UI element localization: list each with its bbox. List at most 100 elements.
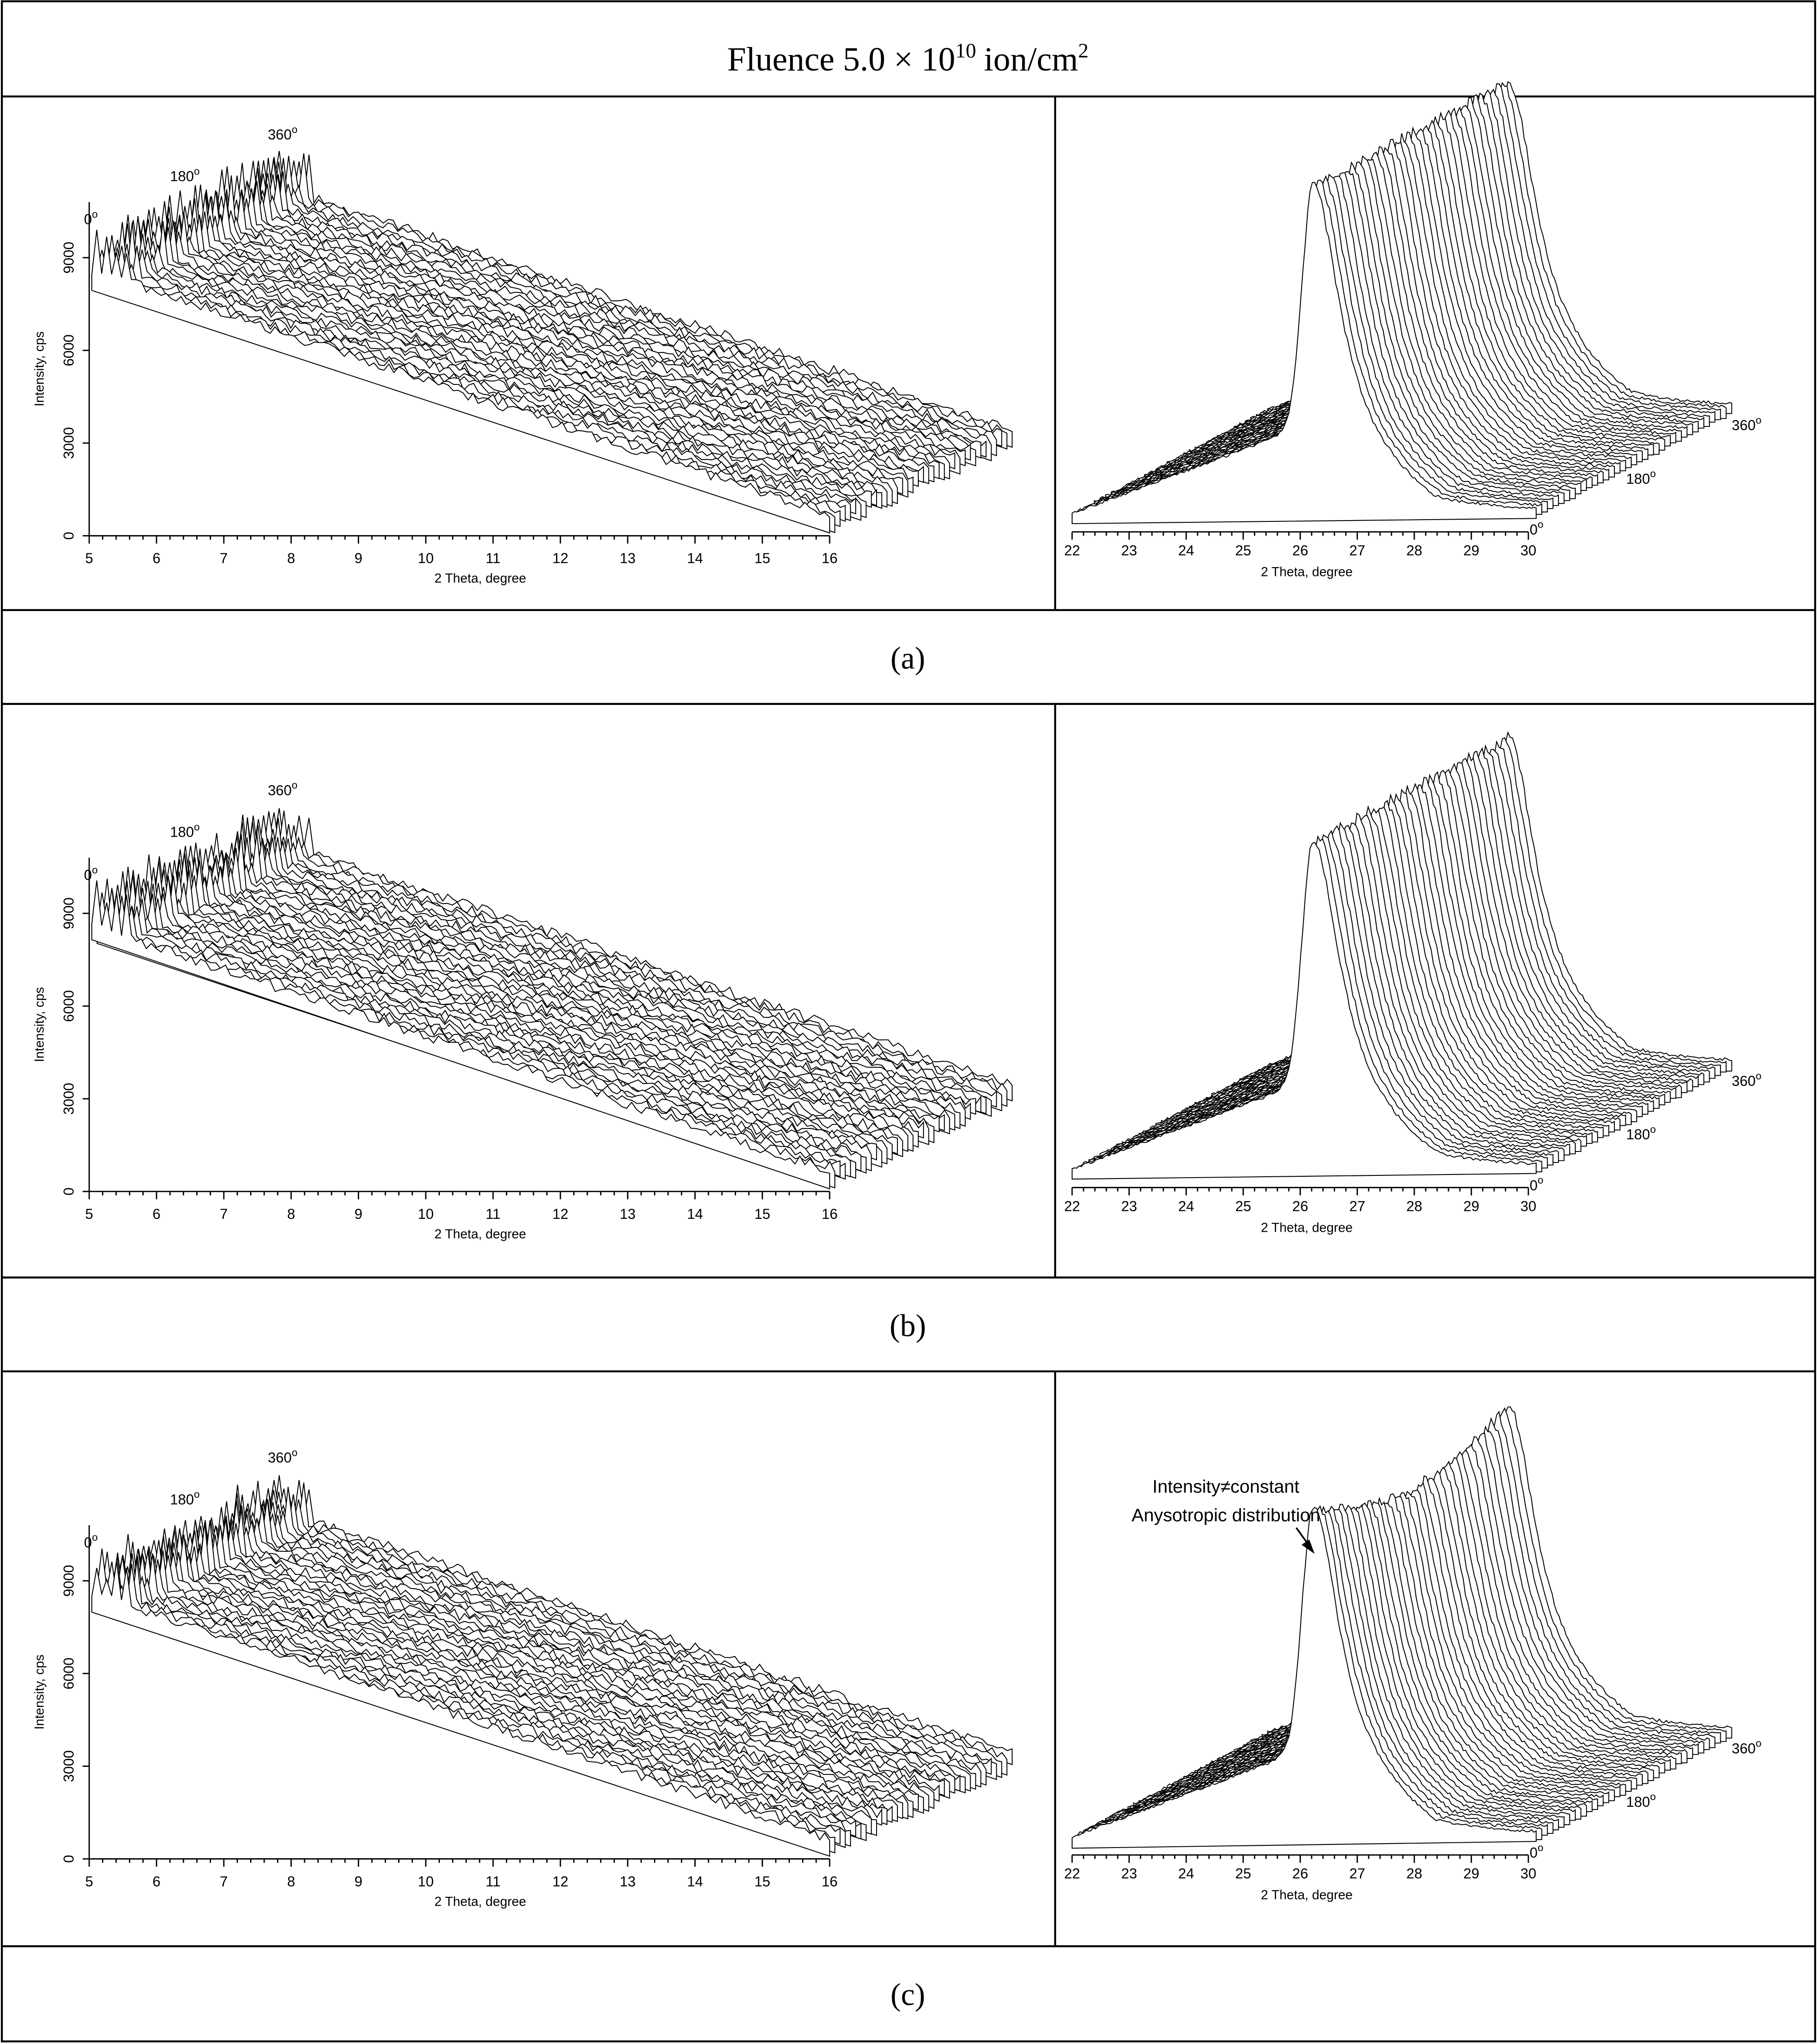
x-tick-label: 28 [1406,1866,1422,1882]
angle-degree: o [1650,468,1656,479]
trace [200,848,940,1132]
angle-label: 360o [268,1447,298,1466]
x-tick-label: 10 [418,1206,434,1222]
x-tick-label: 30 [1520,1866,1536,1882]
trace [102,878,841,1177]
angle-label: 180o [170,1488,200,1508]
x-tick-label: 5 [85,1206,93,1222]
x-tick-label: 28 [1406,1198,1422,1214]
angle-degree: o [1538,519,1543,530]
angle-value: 0 [84,1535,92,1551]
left-plot: 0 3000 6000 9000 Intensity, cps 5 6 7 8 9 10 11 12 13… [32,1447,1013,1909]
x-tick-label: 26 [1292,1198,1308,1214]
angle-label: 0o [84,1531,98,1551]
x-tick-label: 9 [354,1206,362,1222]
angle-degree: o [92,208,98,220]
y-tick-label: 0 [61,1855,77,1863]
x-tick-label: 26 [1292,1866,1308,1882]
trace [243,822,982,1113]
figure-title: Fluence 5.0 × 1010 ion/cm2 [727,39,1089,78]
angle-value: 180 [170,824,194,840]
x-tick-label: 29 [1463,1198,1479,1214]
x-tick-label: 14 [687,1206,703,1222]
angle-value: 360 [268,782,292,798]
angle-degree: o [1756,1070,1762,1081]
x-tick-label: 9 [354,550,362,566]
angle-value: 0 [84,211,92,227]
trace [133,874,872,1171]
x-tick-label: 27 [1349,1198,1365,1214]
arrow-head [1301,1539,1315,1554]
trace [91,1562,830,1857]
x-tick-label: 23 [1121,542,1137,558]
angle-value: 0 [1530,521,1538,537]
x-tick-label: 16 [822,1873,838,1889]
trace [91,230,830,534]
angle-degree: o [1538,1842,1543,1853]
x-tick-label: 14 [687,1873,703,1889]
trace [128,870,867,1174]
angle-degree: o [292,779,298,791]
x-tick-label: 7 [220,550,228,566]
angle-value: 180 [1626,471,1650,487]
x-tick-label: 28 [1406,542,1422,558]
title-unit-exponent: 2 [1078,39,1089,62]
x-tick-label: 24 [1178,1866,1194,1882]
x-tick-label: 27 [1349,1866,1365,1882]
x-tick-label: 10 [418,1873,434,1889]
x-tick-label: 23 [1121,1866,1137,1882]
x-tick-label: 11 [486,1206,501,1222]
x-tick-label: 23 [1121,1198,1137,1214]
trace [274,808,1013,1102]
angle-degree: o [92,1531,98,1543]
y-tick-label: 6000 [61,1657,77,1689]
angle-label: 0o [1530,1175,1543,1194]
x-tick-label: 7 [220,1206,228,1222]
x-tick-label: 22 [1064,1866,1080,1882]
angle-degree: o [92,864,98,876]
y-tick-label: 6000 [61,990,77,1022]
angle-value: 0 [84,867,92,883]
x-tick-label: 26 [1292,542,1308,558]
x-tick-label: 30 [1520,1198,1536,1214]
y-tick-label: 3000 [61,427,77,459]
angle-degree: o [1756,415,1762,426]
y-tick-label: 6000 [61,334,77,366]
angle-label: 180o [1626,1124,1656,1143]
angle-label: 360o [268,124,298,143]
x-tick-label: 10 [418,550,434,566]
x-tick-label: 11 [486,550,501,566]
angle-label: 0o [1530,1842,1543,1861]
x-tick-label: 16 [822,1206,838,1222]
trace [227,822,966,1127]
angle-degree: o [194,1488,200,1500]
x-tick-label: 6 [153,1206,161,1222]
annotation: Intensity≠constant [1152,1476,1300,1496]
x-tick-label: 29 [1463,1866,1479,1882]
x-tick-label: 11 [486,1873,501,1889]
angle-label: 0o [84,208,98,227]
x-tick-label: 16 [822,550,838,566]
x-tick-label: 8 [287,1206,295,1222]
angle-label: 180o [170,165,200,184]
x-tick-label: 25 [1235,542,1251,558]
angle-value: 360 [1732,1073,1756,1089]
left-plot: 0 3000 6000 9000 Intensity, cps 5 6 7 8 9 10 11 12 13… [32,779,1013,1241]
trace [1071,182,1537,525]
panel-caption: (a) [890,641,925,676]
angle-value: 0 [1530,1177,1538,1193]
angle-value: 180 [1626,1127,1650,1143]
angle-label: 0o [84,864,98,883]
y-tick-label: 3000 [61,1083,77,1115]
x-tick-label: 7 [220,1873,228,1889]
angle-label: 360o [1732,415,1762,434]
title-unit: ion/cm [984,40,1078,78]
x-tick-label: 5 [85,550,93,566]
trace [154,856,893,1161]
trace [1071,1507,1537,1849]
angle-label: 180o [1626,1791,1656,1810]
trace [216,1505,955,1794]
x-tick-label: 12 [552,1206,568,1222]
y-axis-label: Intensity, cps [32,1655,47,1730]
